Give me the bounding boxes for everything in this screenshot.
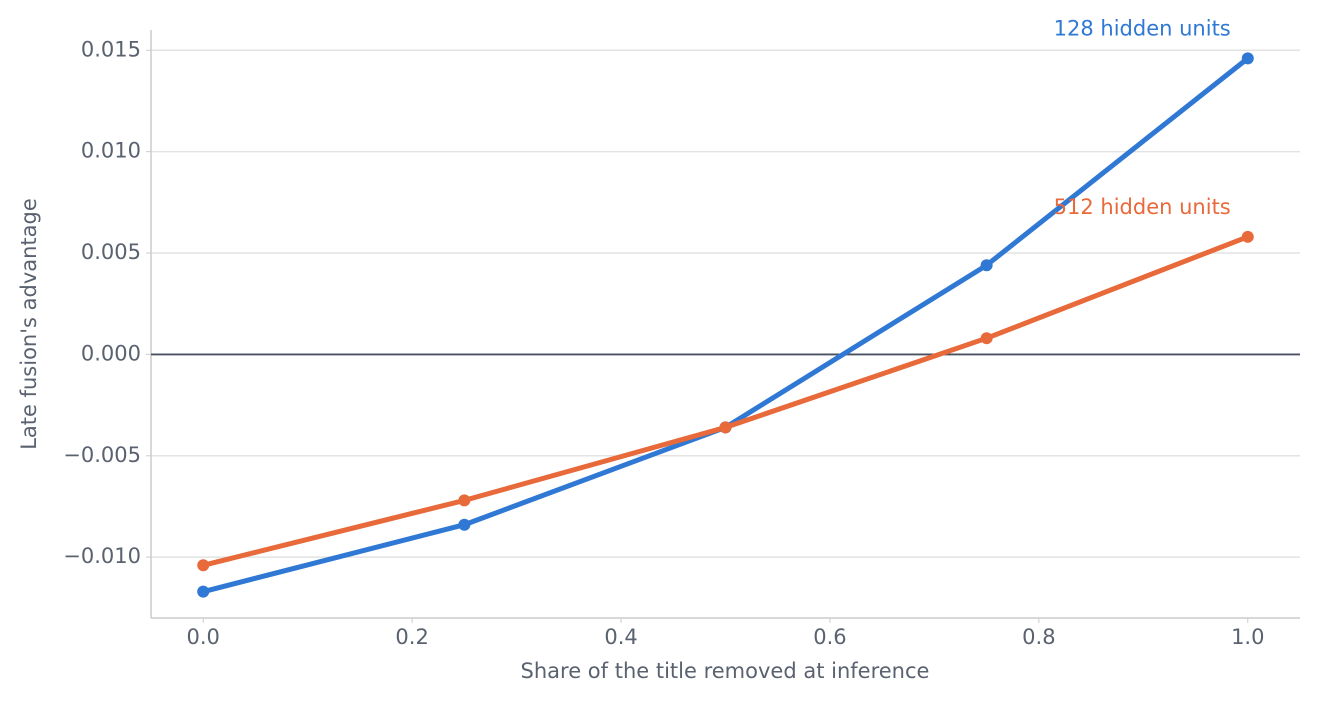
x-tick-label: 0.2 <box>395 625 428 649</box>
x-tick-label: 0.4 <box>604 625 637 649</box>
x-tick-label: 1.0 <box>1231 625 1264 649</box>
x-axis-label: Share of the title removed at inference <box>521 659 930 683</box>
y-tick-label: −0.005 <box>63 443 141 467</box>
y-tick-label: 0.005 <box>81 240 141 264</box>
series-label: 512 hidden units <box>1054 195 1231 219</box>
series-label: 128 hidden units <box>1054 16 1231 40</box>
x-tick-label: 0.6 <box>813 625 846 649</box>
data-point <box>980 332 993 345</box>
data-point <box>980 259 993 272</box>
data-point <box>197 559 210 572</box>
data-point <box>1241 52 1254 65</box>
data-point <box>719 421 732 434</box>
data-point <box>458 518 471 531</box>
series-line <box>202 234 1249 568</box>
y-axis-label: Late fusion's advantage <box>17 198 41 450</box>
y-tick-label: −0.010 <box>63 544 141 568</box>
data-point <box>1241 230 1254 243</box>
series-line <box>202 56 1250 595</box>
y-tick-label: 0.000 <box>81 341 141 365</box>
data-point <box>458 494 471 507</box>
data-point <box>197 585 210 598</box>
y-tick-label: 0.010 <box>81 139 141 163</box>
x-tick-label: 0.0 <box>187 625 220 649</box>
x-tick-label: 0.8 <box>1022 625 1055 649</box>
y-tick-label: 0.015 <box>81 37 141 61</box>
